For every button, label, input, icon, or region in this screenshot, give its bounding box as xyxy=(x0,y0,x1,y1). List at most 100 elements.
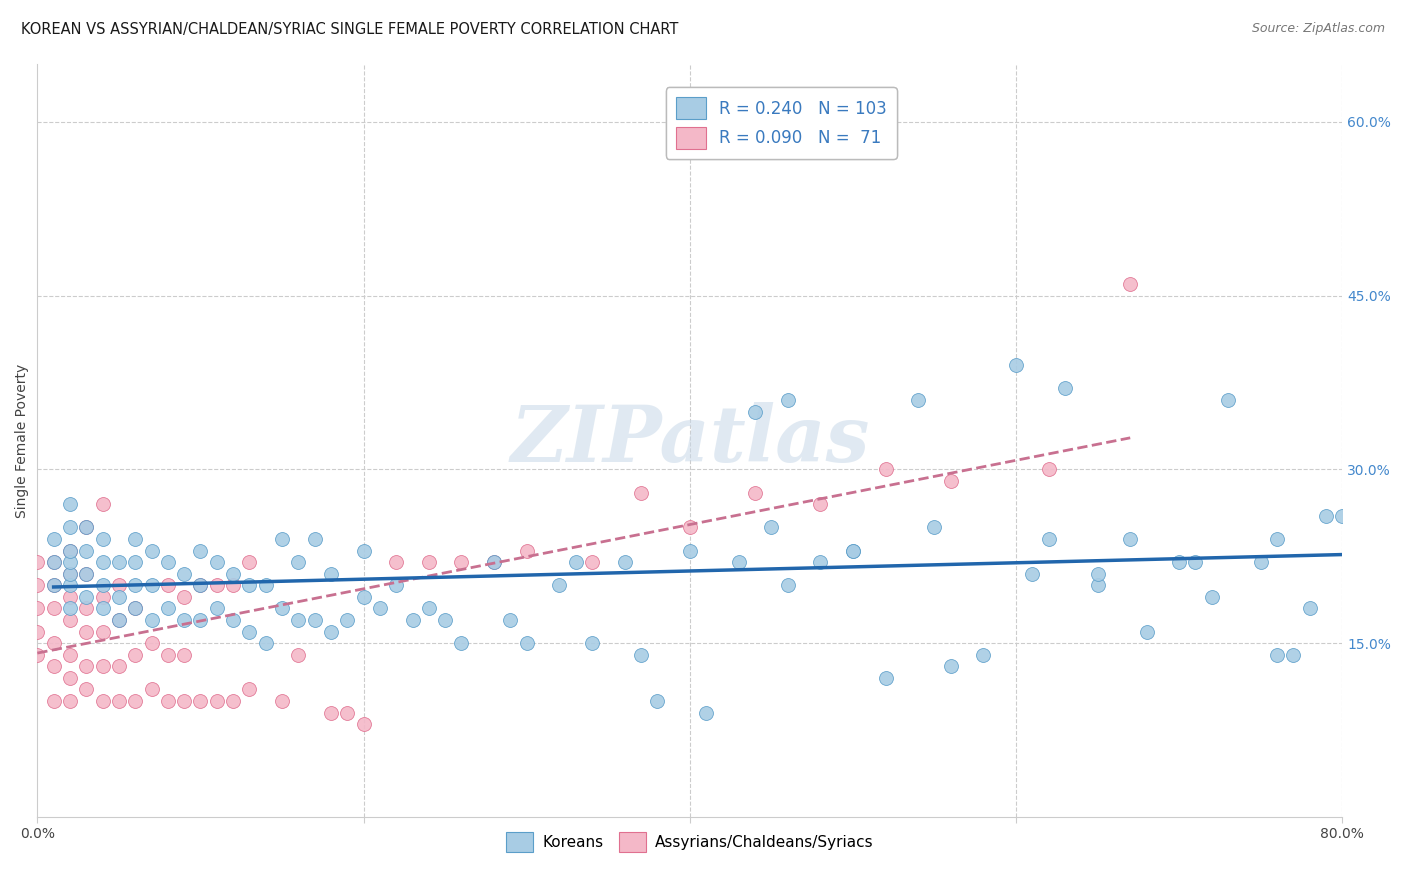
Point xyxy=(91,601,114,615)
Point xyxy=(319,566,342,581)
Point xyxy=(776,578,799,592)
Point xyxy=(190,543,212,558)
Point xyxy=(42,601,65,615)
Point xyxy=(59,613,82,627)
Point xyxy=(75,601,97,615)
Point xyxy=(808,497,831,511)
Point xyxy=(42,694,65,708)
Point xyxy=(304,613,326,627)
Point xyxy=(91,532,114,546)
Point xyxy=(1053,381,1076,395)
Point xyxy=(75,566,97,581)
Legend: R = 0.240   N = 103, R = 0.090   N =  71: R = 0.240 N = 103, R = 0.090 N = 71 xyxy=(665,87,897,159)
Point xyxy=(42,659,65,673)
Point xyxy=(1038,532,1060,546)
Point xyxy=(205,555,228,569)
Point xyxy=(42,578,65,592)
Point xyxy=(124,694,146,708)
Point xyxy=(271,532,294,546)
Point xyxy=(75,659,97,673)
Point xyxy=(450,555,472,569)
Y-axis label: Single Female Poverty: Single Female Poverty xyxy=(15,363,30,517)
Point xyxy=(91,555,114,569)
Point xyxy=(450,636,472,650)
Point xyxy=(75,543,97,558)
Point xyxy=(42,555,65,569)
Point xyxy=(1087,566,1109,581)
Point xyxy=(59,555,82,569)
Point xyxy=(368,601,391,615)
Point xyxy=(695,706,717,720)
Point xyxy=(1184,555,1206,569)
Point xyxy=(1168,555,1191,569)
Point xyxy=(1250,555,1272,569)
Point xyxy=(108,590,131,604)
Point xyxy=(75,520,97,534)
Point xyxy=(190,694,212,708)
Point xyxy=(875,462,897,476)
Point xyxy=(141,682,163,697)
Point xyxy=(972,648,994,662)
Point xyxy=(141,613,163,627)
Point xyxy=(222,694,245,708)
Point xyxy=(59,497,82,511)
Point xyxy=(75,682,97,697)
Point xyxy=(238,555,260,569)
Point xyxy=(75,566,97,581)
Point xyxy=(287,648,309,662)
Point xyxy=(91,590,114,604)
Point xyxy=(254,636,277,650)
Point xyxy=(108,578,131,592)
Point xyxy=(124,555,146,569)
Point xyxy=(156,648,179,662)
Point xyxy=(59,520,82,534)
Point xyxy=(75,590,97,604)
Point xyxy=(173,648,195,662)
Point xyxy=(1119,277,1142,292)
Point xyxy=(108,613,131,627)
Point xyxy=(744,404,766,418)
Point xyxy=(173,590,195,604)
Point xyxy=(516,543,538,558)
Point xyxy=(108,555,131,569)
Point xyxy=(124,601,146,615)
Point xyxy=(59,566,82,581)
Point xyxy=(1038,462,1060,476)
Point xyxy=(91,659,114,673)
Point xyxy=(124,601,146,615)
Point xyxy=(124,578,146,592)
Point xyxy=(59,566,82,581)
Point xyxy=(59,590,82,604)
Point xyxy=(353,590,375,604)
Point xyxy=(156,694,179,708)
Point xyxy=(907,392,929,407)
Point xyxy=(141,578,163,592)
Point xyxy=(499,613,522,627)
Point xyxy=(42,532,65,546)
Point xyxy=(124,532,146,546)
Point xyxy=(27,624,49,639)
Point xyxy=(205,578,228,592)
Point xyxy=(319,706,342,720)
Point xyxy=(776,392,799,407)
Point xyxy=(75,520,97,534)
Point xyxy=(630,648,652,662)
Point xyxy=(727,555,749,569)
Text: ZIPatlas: ZIPatlas xyxy=(510,402,869,479)
Point xyxy=(679,543,702,558)
Point xyxy=(744,485,766,500)
Text: Source: ZipAtlas.com: Source: ZipAtlas.com xyxy=(1251,22,1385,36)
Point xyxy=(1331,508,1354,523)
Point xyxy=(353,543,375,558)
Point xyxy=(173,613,195,627)
Point xyxy=(59,543,82,558)
Point xyxy=(1265,648,1288,662)
Point xyxy=(564,555,586,569)
Point xyxy=(75,624,97,639)
Point xyxy=(59,578,82,592)
Point xyxy=(254,578,277,592)
Point xyxy=(205,601,228,615)
Point xyxy=(939,474,962,488)
Point xyxy=(141,543,163,558)
Point xyxy=(27,648,49,662)
